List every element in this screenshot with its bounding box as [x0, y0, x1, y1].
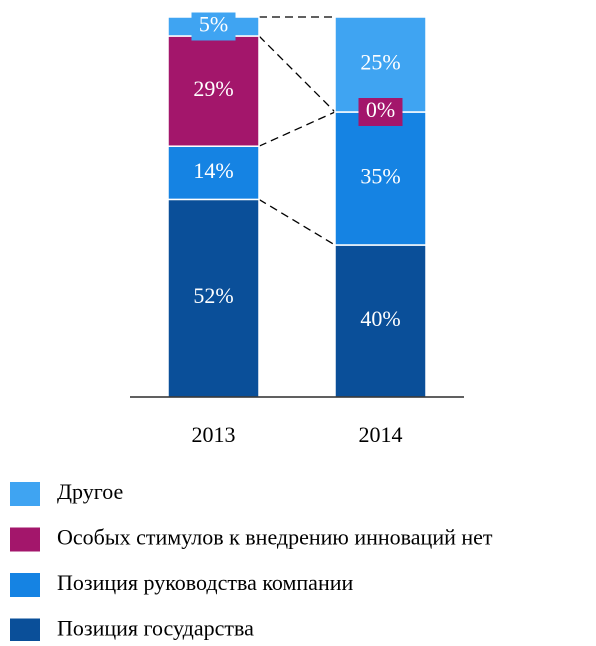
label-box [191, 12, 236, 41]
value-label: 52% [193, 283, 233, 308]
value-label: 35% [360, 164, 400, 189]
value-label: 25% [360, 50, 400, 75]
legend-swatch [10, 482, 40, 506]
legend-label: Позиция руководства компании [57, 570, 353, 595]
x-tick-label: 2013 [192, 422, 236, 447]
bar-segment [334, 244, 427, 398]
label-box [358, 98, 403, 126]
x-tick-label: 2014 [359, 422, 403, 447]
connector [258, 111, 336, 147]
value-label: 5% [199, 12, 228, 37]
connector [258, 198, 336, 246]
bar-segment [167, 35, 260, 147]
legend-swatch [10, 527, 40, 552]
legend-label: Особых стимулов к внедрению инноваций не… [57, 525, 493, 550]
legend-label: Позиция государства [57, 616, 254, 641]
bar-segment [167, 198, 260, 398]
bar-segment [334, 111, 427, 246]
legend-swatch [10, 618, 40, 643]
legend-label: Другое [57, 479, 123, 504]
legend-swatch [10, 573, 40, 597]
value-label: 14% [193, 158, 233, 183]
connector [258, 35, 336, 113]
value-label: 29% [193, 76, 233, 101]
value-label: 0% [366, 97, 395, 122]
value-label: 40% [360, 306, 400, 331]
